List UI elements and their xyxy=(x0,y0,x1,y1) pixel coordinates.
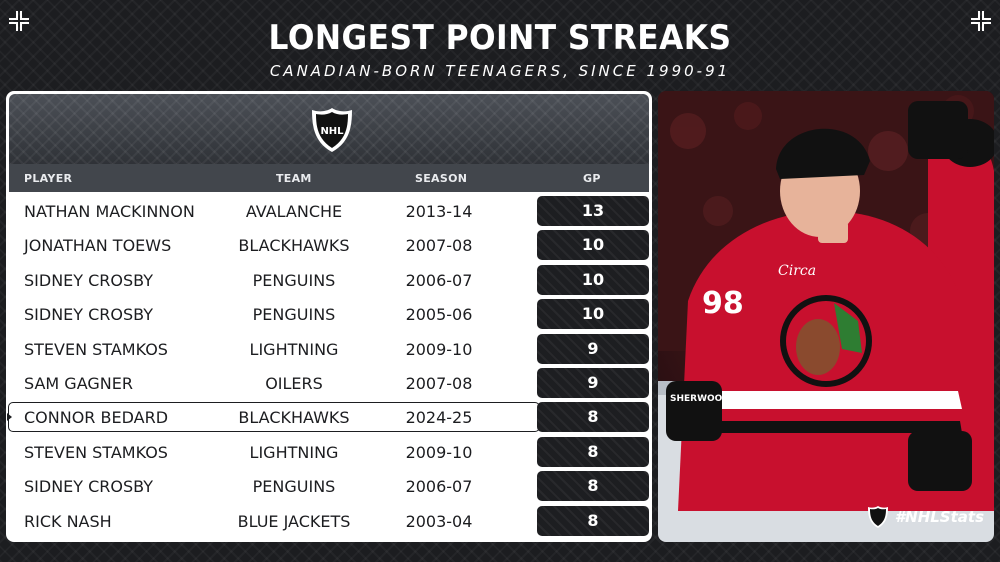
page-subtitle: CANADIAN-BORN TEENAGERS, SINCE 1990-91 xyxy=(269,62,731,80)
player-photo-illustration: 98 Circa SHERWOOD xyxy=(658,91,994,542)
team-cell: PENGUINS xyxy=(252,305,336,325)
corner-crosshair-icon xyxy=(9,11,29,31)
table-row: SIDNEY CROSBY PENGUINS 2005-06 10 xyxy=(9,299,649,330)
player-cell: STEVEN STAMKOS xyxy=(24,442,168,462)
column-header-team: TEAM xyxy=(276,172,312,185)
nhl-logo-text: NHL xyxy=(320,126,344,137)
table-row: STEVEN STAMKOS LIGHTNING 2009-10 8 xyxy=(9,436,649,467)
player-cell: SIDNEY CROSBY xyxy=(24,270,154,290)
team-cell: BLUE JACKETS xyxy=(237,511,351,531)
column-header-season: SEASON xyxy=(415,172,468,185)
table-row: SAM GAGNER OILERS 2007-08 9 xyxy=(9,368,649,398)
stats-table: NHL PLAYER TEAM SEASON GP NATHAN MACKINN… xyxy=(6,91,652,542)
season-cell: 2024-25 xyxy=(405,408,473,428)
season-cell: 2013-14 xyxy=(405,202,473,221)
corner-crosshair-icon xyxy=(971,11,991,31)
table-row: RICK NASH BLUE JACKETS 2003-04 8 xyxy=(9,505,649,536)
player-cell: NATHAN MACKINNON xyxy=(24,202,195,221)
table-row: CONNOR BEDARD BLACKHAWKS 2024-25 8 xyxy=(7,402,649,433)
gp-cell: 8 xyxy=(537,471,649,502)
table-row: STEVEN STAMKOS LIGHTNING 2009-10 9 xyxy=(9,333,649,364)
nhl-shield-icon xyxy=(867,506,888,528)
season-cell: 2007-08 xyxy=(405,374,473,393)
team-cell: BLACKHAWKS xyxy=(238,408,350,428)
nhl-stats-tag: #NHLStats xyxy=(867,504,984,530)
gp-cell: 10 xyxy=(537,299,649,330)
table-row: SIDNEY CROSBY PENGUINS 2006-07 8 xyxy=(9,471,649,502)
gp-cell: 8 xyxy=(537,436,649,467)
player-cell: RICK NASH xyxy=(24,511,112,531)
page-title: LONGEST POINT STREAKS xyxy=(268,18,732,58)
team-cell: LIGHTNING xyxy=(249,442,339,462)
gp-cell: 13 xyxy=(537,196,649,226)
player-cell: JONATHAN TOEWS xyxy=(24,236,172,256)
team-cell: OILERS xyxy=(265,374,323,393)
column-header-gp: GP xyxy=(583,172,601,185)
gp-cell: 8 xyxy=(537,505,649,536)
hashtag: #NHLStats xyxy=(894,508,984,526)
glove-brand: SHERWOOD xyxy=(670,394,730,404)
column-header-player: PLAYER xyxy=(24,172,73,185)
season-cell: 2006-07 xyxy=(405,477,473,497)
jersey-number: 98 xyxy=(702,286,744,321)
season-cell: 2003-04 xyxy=(405,511,473,531)
player-cell: STEVEN STAMKOS xyxy=(24,339,168,359)
player-cell: SIDNEY CROSBY xyxy=(24,477,154,497)
table-header-band: NHL xyxy=(9,94,649,164)
player-cell: SIDNEY CROSBY xyxy=(24,305,154,325)
jersey-sponsor: Circa xyxy=(778,263,816,279)
season-cell: 2005-06 xyxy=(405,305,473,325)
team-cell: LIGHTNING xyxy=(249,339,339,359)
gp-cell: 9 xyxy=(537,368,649,398)
season-cell: 2009-10 xyxy=(405,442,473,462)
gp-cell: 10 xyxy=(537,230,649,261)
gp-cell: 10 xyxy=(537,264,649,295)
table-row: SIDNEY CROSBY PENGUINS 2006-07 10 xyxy=(9,264,649,295)
column-header-row: PLAYER TEAM SEASON GP xyxy=(9,164,649,192)
player-cell: SAM GAGNER xyxy=(24,374,133,393)
season-cell: 2009-10 xyxy=(405,339,473,359)
gp-cell: 9 xyxy=(537,333,649,364)
team-cell: PENGUINS xyxy=(252,477,336,497)
season-cell: 2007-08 xyxy=(405,236,473,256)
table-row: JONATHAN TOEWS BLACKHAWKS 2007-08 10 xyxy=(9,230,649,261)
gp-cell: 8 xyxy=(537,402,649,433)
team-cell: BLACKHAWKS xyxy=(238,236,350,256)
season-cell: 2006-07 xyxy=(405,270,473,290)
team-cell: AVALANCHE xyxy=(245,202,343,221)
player-photo: 98 Circa SHERWOOD #NHLStats xyxy=(658,91,994,542)
player-cell: CONNOR BEDARD xyxy=(24,408,169,428)
nhl-shield-logo: NHL xyxy=(312,108,352,152)
table-row: NATHAN MACKINNON AVALANCHE 2013-14 13 xyxy=(9,196,649,226)
team-cell: PENGUINS xyxy=(252,270,336,290)
highlight-marker-icon xyxy=(7,413,12,422)
